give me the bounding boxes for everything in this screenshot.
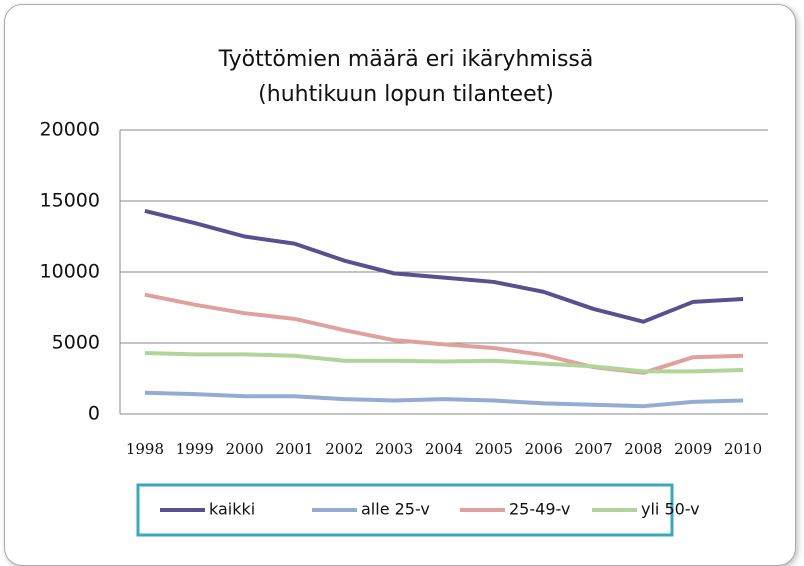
legend-label: yli 50-v — [641, 500, 700, 519]
legend-box — [136, 483, 674, 537]
series-line — [144, 350, 744, 374]
y-tick-label: 10000 — [40, 261, 100, 283]
x-tick-label: 2002 — [325, 440, 363, 458]
x-tick-label: 2000 — [226, 440, 264, 458]
y-tick-label: 20000 — [40, 119, 100, 141]
chart-subtitle: (huhtikuun lopun tilanteet) — [258, 82, 554, 107]
series-line — [144, 208, 744, 324]
x-tick-label: 2009 — [674, 440, 712, 458]
card — [4, 4, 796, 566]
chart-title: Työttömien määrä eri ikäryhmissä — [218, 47, 594, 72]
x-tick-label: 2004 — [425, 440, 463, 458]
legend-label: alle 25-v — [361, 500, 430, 519]
x-tick-label: 1999 — [176, 440, 214, 458]
x-tick-label: 2006 — [525, 440, 563, 458]
x-tick-label: 1998 — [126, 440, 164, 458]
y-tick-label: 15000 — [40, 190, 100, 212]
x-tick-label: 2008 — [624, 440, 662, 458]
legend-label: kaikki — [209, 500, 255, 519]
y-tick-label: 0 — [88, 403, 100, 425]
x-tick-label: 2010 — [724, 440, 762, 458]
x-tick-label: 2001 — [275, 440, 313, 458]
x-tick-label: 2007 — [574, 440, 612, 458]
x-tick-label: 2005 — [475, 440, 513, 458]
series-line — [144, 390, 744, 409]
y-tick-label: 5000 — [52, 332, 100, 354]
legend-label: 25-49-v — [509, 500, 570, 519]
page: {"chart_data": {"type": "line", "title":… — [4, 4, 796, 566]
x-tick-label: 2003 — [375, 440, 413, 458]
chart: Työttömien määrä eri ikäryhmissä (huhtik… — [40, 47, 768, 537]
